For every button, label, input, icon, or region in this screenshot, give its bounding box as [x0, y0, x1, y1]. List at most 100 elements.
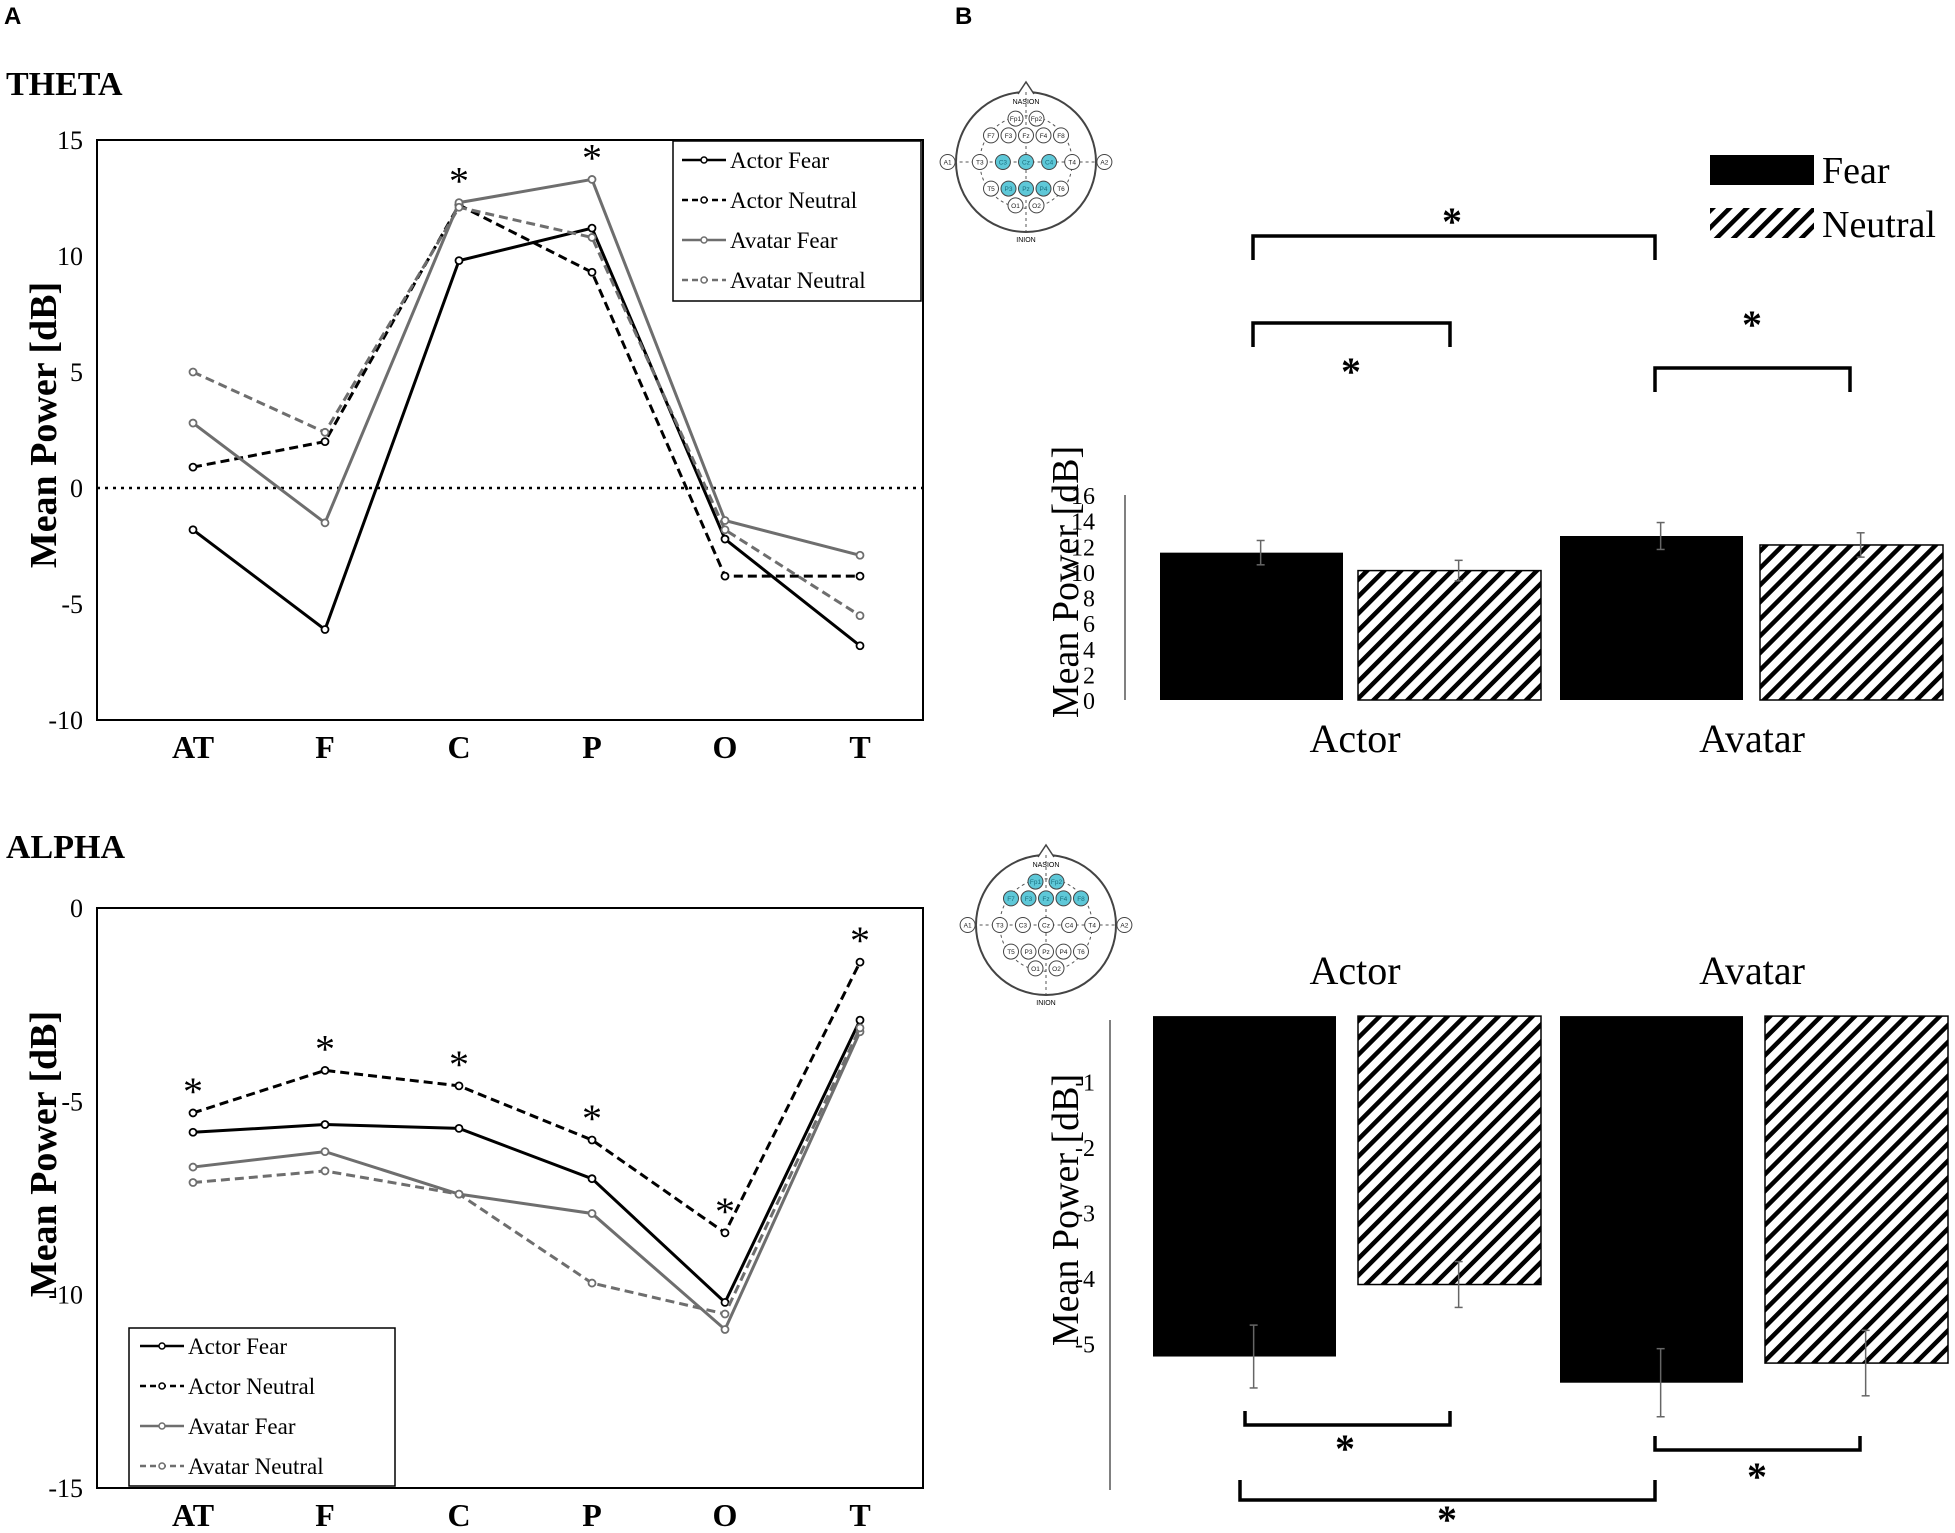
theta-line-series-avatar-neutral	[192, 205, 861, 617]
alpha-line-sig-marker: *	[715, 1189, 735, 1234]
theta-bar-sig-bracket	[1251, 234, 1657, 260]
alpha-bar-xtick-avatar: Avatar	[1699, 948, 1805, 993]
theta-bar-bar-avatar-neutral	[1759, 544, 1944, 701]
theta-bar-ytick-label: 16	[1071, 484, 1095, 510]
alpha-line-point-avatar-neutral	[587, 1278, 597, 1288]
panel-label-a: A	[4, 3, 21, 30]
theta-bar-ylabel: Mean Power [dB]	[1045, 446, 1087, 718]
theta-line-point-avatar-neutral	[720, 525, 730, 535]
legend-label-neutral: Neutral	[1822, 204, 1936, 246]
svg-text:C4: C4	[1065, 923, 1074, 930]
electrode-f4: F4	[1035, 127, 1052, 144]
svg-text:O1: O1	[1031, 966, 1040, 973]
theta-bar-sig-bracket	[1653, 366, 1852, 392]
svg-text:P3: P3	[1005, 186, 1013, 193]
alpha-bar-bar-avatar-neutral	[1764, 1015, 1949, 1364]
svg-text:T3: T3	[996, 923, 1004, 930]
electrode-o2: O2	[1048, 960, 1065, 977]
svg-text:C3: C3	[1019, 923, 1028, 930]
legend-label-actor-fear: Actor Fear	[730, 148, 829, 173]
theta-line-sig-marker: *	[582, 135, 602, 180]
alpha-line-ytick-label: -5	[61, 1087, 83, 1116]
alpha-line-sig-marker: *	[449, 1042, 469, 1087]
alpha-line-point-avatar-fear	[720, 1325, 730, 1334]
theta-line-xtick-at: AT	[172, 729, 214, 765]
theta-line-series-avatar-fear	[192, 177, 861, 557]
alpha-bar-sig-bracket	[1653, 1436, 1862, 1452]
theta-line-xtick-p: P	[582, 729, 602, 765]
electrode-cz: Cz	[1018, 154, 1034, 170]
alpha-bar-sig-marker: *	[1747, 1454, 1767, 1499]
svg-text:C4: C4	[1045, 160, 1054, 167]
scalp-map-theta: NASION INION Fp1 Fp2 F7 F3 Fz F4 F8 A1 T3 C3 Cz C4 T4 A…	[939, 80, 1113, 244]
electrode-t3: T3	[971, 154, 988, 170]
svg-text:P3: P3	[1025, 949, 1033, 956]
electrode-t6: T6	[1053, 180, 1069, 197]
alpha-line-xtick-t: T	[849, 1497, 870, 1533]
theta-line-ytick-label: 15	[57, 126, 83, 155]
theta-line-point-actor-fear	[587, 223, 597, 233]
electrode-a2: A2	[1096, 154, 1113, 170]
theta-line-point-avatar-neutral	[454, 202, 464, 212]
electrode-p3: P3	[1000, 180, 1017, 197]
alpha-line-xtick-c: C	[447, 1497, 470, 1533]
svg-text:C3: C3	[999, 160, 1008, 167]
theta-line-point-avatar-fear	[587, 175, 597, 184]
svg-text:T6: T6	[1057, 186, 1065, 193]
alpha-line-sig-marker: *	[850, 918, 870, 963]
alpha-bar-bar-actor-fear	[1153, 1016, 1336, 1357]
scalp-nasion-label: NASION	[1033, 862, 1060, 869]
alpha-line-xtick-o: O	[713, 1497, 738, 1533]
alpha-line-point-actor-fear	[720, 1298, 730, 1307]
theta-bar-ytick-label: 2	[1083, 663, 1095, 689]
alpha-line-point-avatar-neutral	[454, 1189, 464, 1199]
svg-text:A2: A2	[1120, 923, 1128, 930]
alpha-line-legend-box	[128, 1327, 396, 1487]
svg-text:F4: F4	[1040, 133, 1048, 140]
theta-bar-ytick-label: 4	[1083, 638, 1095, 664]
theta-title: THETA	[6, 66, 123, 103]
alpha-line-point-actor-neutral	[454, 1081, 464, 1091]
theta-line-point-actor-fear	[855, 641, 865, 651]
electrode-pz: Pz	[1018, 180, 1034, 197]
alpha-line-xtick-p: P	[582, 1497, 602, 1533]
electrode-p4: P4	[1055, 943, 1072, 960]
alpha-line-ytick-label: -10	[48, 1281, 83, 1310]
panel-label-b: B	[955, 3, 972, 30]
theta-bar-error-bar	[1656, 521, 1665, 551]
electrode-f7: F7	[983, 127, 999, 144]
electrode-p4: P4	[1035, 180, 1052, 197]
theta-line-point-avatar-neutral	[188, 367, 198, 377]
theta-line-xtick-t: T	[849, 729, 870, 765]
theta-line-ylabel: Mean Power [dB]	[23, 282, 65, 568]
electrode-f3: F3	[1000, 127, 1017, 144]
electrode-o2: O2	[1028, 197, 1045, 214]
scalp-inion-label: INION	[1036, 1000, 1055, 1007]
svg-text:F4: F4	[1060, 896, 1068, 903]
alpha-bar-error-bar	[1454, 1260, 1463, 1309]
alpha-bar-ylabel: Mean Power [dB]	[1045, 1074, 1087, 1346]
alpha-line-point-avatar-neutral	[188, 1178, 198, 1187]
theta-bar-error-bar	[1856, 532, 1865, 558]
theta-line-point-actor-fear	[188, 525, 198, 535]
alpha-line-sig-marker: *	[183, 1069, 203, 1114]
alpha-title: ALPHA	[6, 829, 125, 866]
alpha-bar-ytick-label: -2	[1075, 1136, 1095, 1162]
alpha-line-point-actor-fear	[454, 1124, 464, 1133]
theta-bar-ytick-label: 8	[1083, 587, 1095, 613]
theta-bar-ytick-label: 6	[1083, 612, 1095, 638]
alpha-bar-error-bar	[1861, 1329, 1870, 1397]
alpha-bar-sig-bracket	[1243, 1411, 1452, 1427]
theta-line-ytick-label: -10	[48, 706, 83, 735]
electrode-f8: F8	[1053, 127, 1069, 144]
electrode-cz: Cz	[1038, 917, 1054, 933]
alpha-bar-chart: Mean Power [dB] -1 -2 -3 -4 -5 Actor Avatar *…	[1045, 948, 1949, 1533]
theta-line-point-avatar-fear	[320, 518, 330, 528]
svg-text:F8: F8	[1077, 896, 1085, 903]
theta-bar-sig-marker: *	[1341, 349, 1361, 394]
theta-line-legend: Actor Fear Actor Neutral Avatar Fear Avatar…	[672, 140, 922, 302]
electrode-c3: C3	[1014, 917, 1031, 933]
electrode-a2: A2	[1116, 917, 1133, 933]
alpha-line-point-actor-fear	[587, 1174, 597, 1184]
electrode-c4: C4	[1061, 917, 1078, 933]
